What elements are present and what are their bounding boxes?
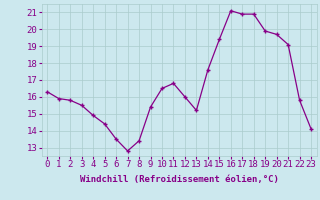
X-axis label: Windchill (Refroidissement éolien,°C): Windchill (Refroidissement éolien,°C)	[80, 175, 279, 184]
